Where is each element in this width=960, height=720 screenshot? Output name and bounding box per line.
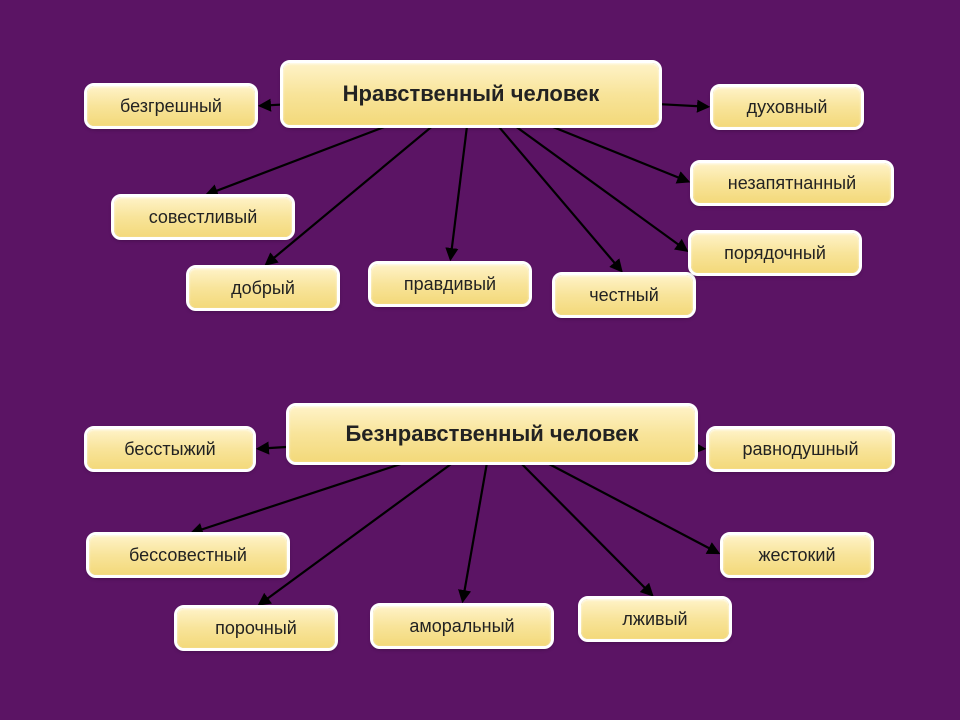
child-box-1-0: бесстыжий — [86, 428, 254, 470]
arrow — [260, 105, 282, 106]
arrow — [515, 126, 687, 251]
child-box-1-2: порочный — [176, 607, 336, 649]
child-box-1-5: жестокий — [722, 534, 872, 576]
child-box-0-5: порядочный — [690, 232, 860, 274]
arrow — [498, 126, 621, 271]
child-box-1-3: аморальный — [372, 605, 552, 647]
arrow — [547, 463, 718, 553]
child-box-0-4: честный — [554, 274, 694, 316]
arrow — [259, 463, 452, 605]
child-box-0-3: правдивый — [370, 263, 530, 305]
child-box-0-0: безгрешный — [86, 85, 256, 127]
child-box-0-1: совестливый — [113, 196, 293, 238]
arrow — [192, 463, 404, 533]
child-box-1-1: бессовестный — [88, 534, 288, 576]
arrow — [207, 126, 387, 195]
child-box-0-2: добрый — [188, 267, 338, 309]
child-box-1-6: равнодушный — [708, 428, 893, 470]
arrow — [450, 126, 467, 259]
central-box-0: Нравственный человек — [282, 62, 660, 126]
arrow — [258, 447, 288, 449]
arrow — [521, 463, 652, 595]
arrow — [660, 104, 708, 107]
arrow — [266, 126, 432, 264]
central-box-1: Безнравственный человек — [288, 405, 696, 463]
arrow — [550, 126, 688, 182]
arrow — [463, 463, 487, 601]
child-box-1-4: лживый — [580, 598, 730, 640]
child-box-0-7: духовный — [712, 86, 862, 128]
arrow — [696, 448, 704, 449]
child-box-0-6: незапятнанный — [692, 162, 892, 204]
